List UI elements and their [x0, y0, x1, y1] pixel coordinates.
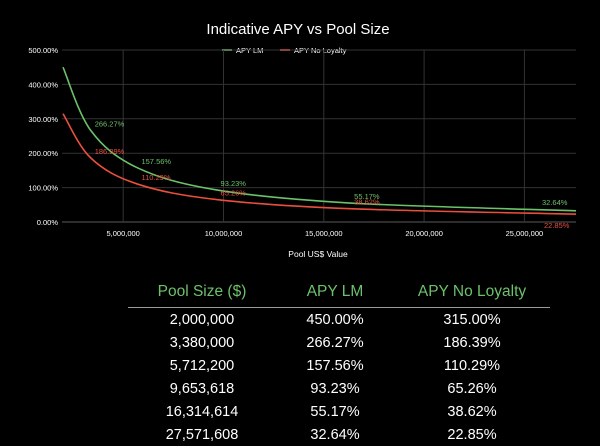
- table-row: 16,314,614 55.17% 38.62%: [128, 400, 550, 423]
- data-label: 65.26%: [221, 189, 247, 198]
- cell-pool-size: 5,712,200: [169, 358, 235, 374]
- y-tick-label: 200.00%: [28, 149, 58, 158]
- x-axis-label: Pool US$ Value: [288, 249, 348, 259]
- series-line-apy-no-loyalty: [62, 113, 577, 215]
- cell-pool-size: 16,314,614: [165, 404, 239, 420]
- data-labels: 266.27% 157.56% 93.23% 55.17% 32.64% 186.39% 1…: [95, 119, 570, 230]
- x-tick-label: 20,000,000: [405, 229, 443, 238]
- apy-table-container: Pool Size ($) APY LM APY No Loyalty 2,00…: [128, 280, 550, 446]
- y-tick-label: 400.00%: [28, 80, 58, 89]
- table-row: 5,712,200 157.56% 110.29%: [128, 354, 550, 377]
- cell-apy-lm: 266.27%: [306, 335, 364, 351]
- x-tick-label: 10,000,000: [205, 229, 243, 238]
- cell-apy-no-loyalty: 186.39%: [443, 335, 501, 351]
- x-tick-label: 15,000,000: [305, 229, 343, 238]
- data-label: 157.56%: [141, 157, 171, 166]
- y-tick-label: 300.00%: [28, 115, 58, 124]
- cell-apy-lm: 93.23%: [310, 381, 360, 397]
- cell-apy-lm: 450.00%: [306, 312, 364, 328]
- col-header-apy-no-loyalty: APY No Loyalty: [394, 280, 550, 308]
- data-label: 22.85%: [544, 221, 570, 230]
- apy-table: Pool Size ($) APY LM APY No Loyalty 2,00…: [128, 280, 550, 446]
- table-row: 2,000,000 450.00% 315.00%: [128, 308, 550, 332]
- cell-pool-size: 2,000,000: [169, 312, 235, 328]
- table-row: 27,571,608 32.64% 22.85%: [128, 423, 550, 446]
- cell-apy-no-loyalty: 38.62%: [447, 404, 497, 420]
- y-tick-label: 0.00%: [37, 218, 59, 227]
- series-line-apy-lm: [62, 66, 577, 212]
- axis-tick-labels: 0.00% 100.00% 200.00% 300.00% 400.00% 500.00%…: [28, 46, 543, 238]
- data-label: 93.23%: [221, 179, 247, 188]
- x-tick-label: 5,000,000: [106, 229, 139, 238]
- col-header-apy-lm: APY LM: [276, 280, 394, 308]
- col-header-pool-size: Pool Size ($): [128, 280, 276, 308]
- cell-apy-lm: 55.17%: [310, 404, 360, 420]
- data-label: 32.64%: [542, 198, 568, 207]
- data-label: 266.27%: [95, 119, 125, 128]
- cell-apy-no-loyalty: 110.29%: [443, 358, 501, 374]
- cell-apy-lm: 32.64%: [310, 427, 360, 443]
- series-lines: [62, 66, 577, 215]
- cell-apy-lm: 157.56%: [306, 358, 364, 374]
- table-header-row: Pool Size ($) APY LM APY No Loyalty: [128, 280, 550, 308]
- data-label: 55.17%: [354, 192, 380, 201]
- chart-title: Indicative APY vs Pool Size: [206, 21, 389, 38]
- data-label: 186.39%: [95, 147, 125, 156]
- cell-pool-size: 9,653,618: [169, 381, 235, 397]
- table-row: 9,653,618 93.23% 65.26%: [128, 377, 550, 400]
- cell-apy-no-loyalty: 65.26%: [447, 381, 497, 397]
- x-tick-label: 25,000,000: [506, 229, 544, 238]
- cell-pool-size: 27,571,608: [165, 427, 239, 443]
- data-label: 110.29%: [141, 173, 170, 182]
- apy-chart: Indicative APY vs Pool Size APY LM APY No…: [28, 21, 577, 259]
- cell-apy-no-loyalty: 22.85%: [447, 427, 497, 443]
- chart-grid: [62, 49, 576, 223]
- y-tick-label: 100.00%: [28, 184, 58, 193]
- cell-pool-size: 3,380,000: [169, 335, 235, 351]
- data-label: 38.62%: [354, 198, 380, 207]
- table-row: 3,380,000 266.27% 186.39%: [128, 331, 550, 354]
- cell-apy-no-loyalty: 315.00%: [443, 312, 501, 328]
- y-tick-label: 500.00%: [28, 46, 58, 55]
